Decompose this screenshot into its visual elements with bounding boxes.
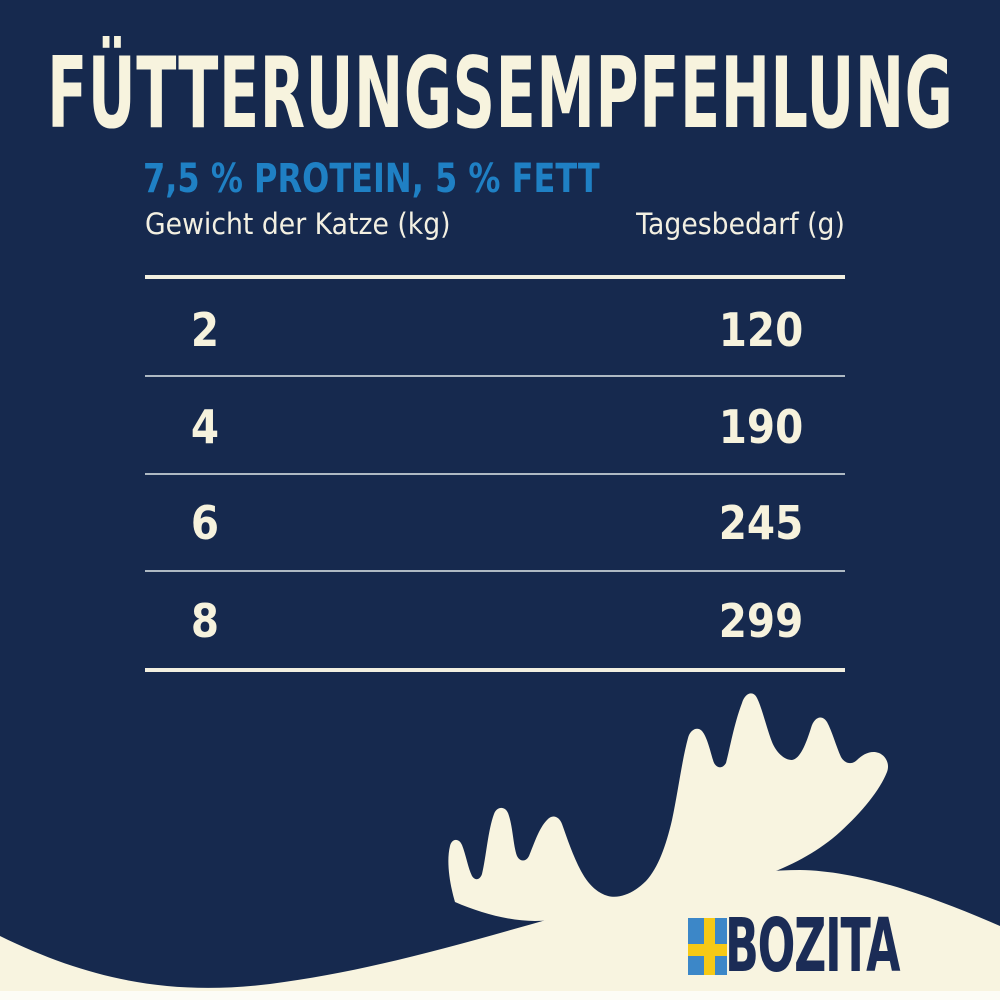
column-header-weight: Gewicht der Katze (kg) (145, 207, 451, 241)
bottom-edge-strip (0, 991, 1000, 1000)
flag-cross-horizontal (688, 944, 727, 956)
brand-logo: BOZITA (688, 903, 1000, 989)
column-header-daily-amount: Tagesbedarf (g) (636, 207, 845, 241)
swedish-flag-icon (688, 918, 727, 975)
table-rule-3 (145, 570, 845, 572)
table-row-amount: 299 (718, 594, 804, 648)
table-row-amount: 245 (718, 496, 804, 550)
table-row-weight: 8 (190, 594, 220, 648)
nutrition-subtitle: 7,5 % PROTEIN, 5 % FETT (143, 156, 600, 202)
page-title: FÜTTERUNGSEMPFEHLUNG (46, 37, 954, 151)
table-row-weight: 4 (190, 400, 220, 454)
table-rule-bottom (145, 668, 845, 672)
table-row-weight: 6 (190, 496, 220, 550)
table-rule-top (145, 275, 845, 279)
table-row-amount: 190 (718, 400, 804, 454)
table-rule-1 (145, 375, 845, 377)
brand-logo-text: BOZITA (725, 903, 901, 989)
moose-antler-icon (448, 693, 889, 921)
table-row-amount: 120 (718, 303, 804, 357)
table-rule-2 (145, 473, 845, 475)
title-wrap: FÜTTERUNGSEMPFEHLUNG (0, 44, 1000, 144)
table-row-weight: 2 (190, 303, 220, 357)
